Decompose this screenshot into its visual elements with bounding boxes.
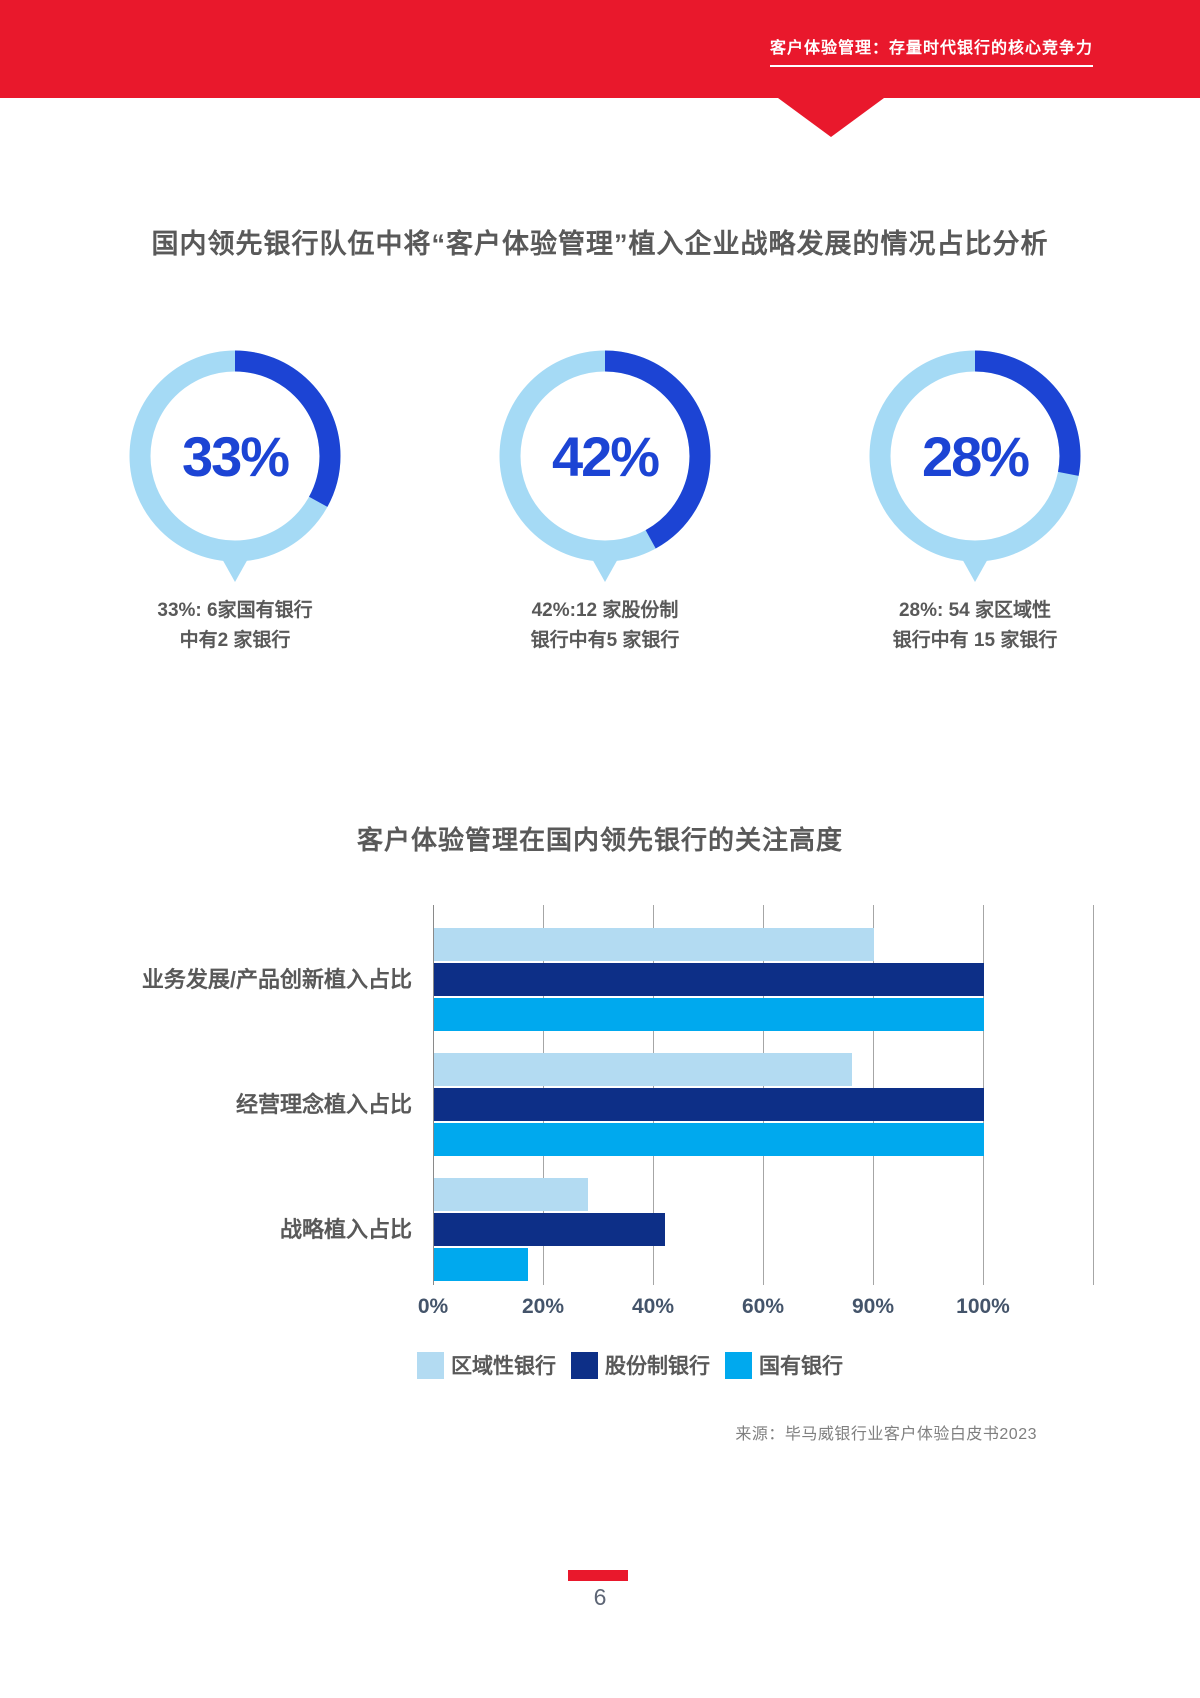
- donut-chart-state-owned: 33% 33%: 6家国有银行 中有2 家银行: [85, 350, 385, 656]
- bar-区域性银行-业务发展/产品创新植入占比: [434, 928, 874, 961]
- legend-item-区域性银行: 区域性银行: [417, 1350, 556, 1380]
- header-notch-triangle: [778, 98, 884, 137]
- category-label: 战略植入占比: [279, 1217, 412, 1242]
- donut-percent-label: 33%: [181, 424, 290, 488]
- gridline: [1093, 905, 1094, 1285]
- x-tick-label: 100%: [956, 1295, 1010, 1318]
- donut-caption-line2: 中有2 家银行: [179, 630, 291, 651]
- legend-label: 区域性银行: [451, 1355, 556, 1378]
- donut-caption: 42%:12 家股份制 银行中有5 家银行: [531, 596, 680, 656]
- bar-国有银行-战略植入占比: [434, 1248, 528, 1281]
- donut-svg: [499, 350, 711, 562]
- bar-股份制银行-业务发展/产品创新植入占比: [434, 963, 984, 996]
- donut-chart-regional: 28% 28%: 54 家区域性 银行中有 15 家银行: [825, 350, 1125, 656]
- header-title: 客户体验管理：存量时代银行的核心竞争力: [769, 34, 1093, 67]
- x-tick-label: 0%: [417, 1295, 449, 1318]
- donut-ring-wrap: 42%: [499, 350, 711, 562]
- bar-区域性银行-战略植入占比: [434, 1178, 588, 1211]
- x-tick-label: 90%: [851, 1295, 895, 1318]
- page-header-band: 客户体验管理：存量时代银行的核心竞争力: [0, 0, 1200, 98]
- page-number: 6: [593, 1584, 607, 1610]
- donut-ring-wrap: 33%: [129, 350, 341, 562]
- donut-percent-label: 28%: [921, 424, 1030, 488]
- footer-accent-bar: [568, 1570, 628, 1581]
- legend-color-chip: [417, 1351, 444, 1379]
- bar-国有银行-经营理念植入占比: [434, 1123, 984, 1156]
- donut-ring-wrap: 28%: [869, 350, 1081, 562]
- donut-svg: [869, 350, 1081, 562]
- donut-caption-line1: 28%: 54 家区域性: [898, 600, 1052, 621]
- donut-caption-line2: 银行中有5 家银行: [530, 630, 680, 651]
- x-tick-label: 40%: [631, 1295, 675, 1318]
- source-note: 来源：毕马威银行业客户体验白皮书2023: [735, 1426, 1037, 1443]
- category-label: 业务发展/产品创新植入占比: [141, 967, 412, 992]
- bar-国有银行-业务发展/产品创新植入占比: [434, 998, 984, 1031]
- bar-区域性银行-经营理念植入占比: [434, 1053, 852, 1086]
- legend-color-chip: [571, 1351, 598, 1379]
- legend-color-chip: [725, 1351, 752, 1379]
- donut-caption-line1: 33%: 6家国有银行: [157, 600, 313, 621]
- donut-percent-label: 42%: [551, 424, 660, 488]
- legend-label: 股份制银行: [605, 1355, 710, 1378]
- x-tick-label: 20%: [521, 1295, 565, 1318]
- donut-caption: 33%: 6家国有银行 中有2 家银行: [157, 596, 312, 656]
- legend-item-国有银行: 国有银行: [725, 1350, 843, 1380]
- donut-chart-joint-stock: 42% 42%:12 家股份制 银行中有5 家银行: [455, 350, 755, 656]
- chart-legend: 区域性银行 股份制银行 国有银行: [100, 1350, 1160, 1380]
- category-label: 经营理念植入占比: [235, 1092, 412, 1117]
- category-labels: 业务发展/产品创新植入占比经营理念植入占比战略植入占比: [60, 905, 412, 1285]
- donut-section-title: 国内领先银行队伍中将“客户体验管理”植入企业战略发展的情况占比分析: [151, 229, 1049, 259]
- donut-svg: [129, 350, 341, 562]
- y-axis-line: [433, 905, 434, 1285]
- bar-section-title: 客户体验管理在国内领先银行的关注高度: [356, 825, 843, 855]
- bar-股份制银行-经营理念植入占比: [434, 1088, 984, 1121]
- x-tick-label: 60%: [741, 1295, 785, 1318]
- donut-caption-line1: 42%:12 家股份制: [531, 600, 679, 621]
- bar-plot-area: [433, 905, 1094, 1285]
- bar-股份制银行-战略植入占比: [434, 1213, 665, 1246]
- legend-item-股份制银行: 股份制银行: [571, 1350, 710, 1380]
- donut-caption-line2: 银行中有 15 家银行: [892, 630, 1058, 651]
- legend-label: 国有银行: [759, 1355, 843, 1378]
- donut-caption: 28%: 54 家区域性 银行中有 15 家银行: [893, 596, 1058, 656]
- x-axis-labels: 0% 20% 40% 60% 90% 100%: [418, 1295, 1093, 1325]
